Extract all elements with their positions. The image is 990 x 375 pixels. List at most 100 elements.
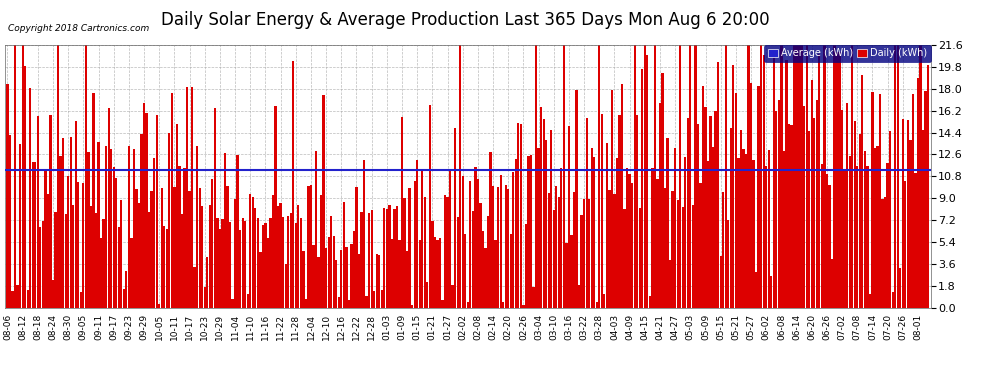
Bar — [45, 171, 47, 308]
Bar — [56, 37, 59, 308]
Bar — [315, 152, 317, 308]
Bar — [305, 298, 307, 307]
Bar — [150, 190, 152, 308]
Bar — [105, 146, 107, 308]
Bar — [765, 166, 767, 308]
Bar — [74, 120, 77, 308]
Bar — [853, 121, 856, 308]
Bar — [155, 115, 157, 308]
Bar — [757, 86, 759, 308]
Bar — [90, 206, 92, 308]
Bar — [128, 146, 130, 308]
Bar — [899, 268, 901, 308]
Bar — [373, 291, 375, 308]
Bar — [191, 87, 193, 308]
Bar — [687, 118, 689, 308]
Bar — [360, 212, 362, 308]
Bar — [100, 238, 102, 308]
Bar — [461, 176, 464, 308]
Bar — [471, 211, 474, 308]
Bar — [469, 181, 471, 308]
Bar — [545, 140, 547, 308]
Bar — [113, 168, 115, 308]
Bar — [411, 305, 413, 308]
Bar — [141, 134, 143, 308]
Bar — [907, 120, 909, 308]
Bar — [747, 37, 749, 308]
Bar — [451, 285, 453, 308]
Bar — [282, 217, 284, 308]
Bar — [186, 87, 188, 308]
Bar — [318, 257, 320, 307]
Bar — [772, 55, 775, 308]
Bar — [35, 162, 37, 308]
Bar — [62, 138, 64, 308]
Bar — [219, 229, 221, 308]
Bar — [634, 37, 636, 308]
Bar — [614, 194, 616, 308]
Bar — [598, 37, 600, 308]
Bar — [831, 259, 834, 308]
Bar — [42, 221, 44, 308]
Bar — [247, 294, 248, 307]
Bar — [856, 166, 858, 308]
Bar — [148, 212, 150, 308]
Bar — [851, 37, 853, 308]
Bar — [67, 176, 69, 308]
Bar — [573, 192, 575, 308]
Bar — [795, 37, 798, 308]
Bar — [869, 294, 871, 308]
Bar — [274, 106, 276, 308]
Bar — [118, 227, 120, 308]
Bar — [378, 255, 380, 308]
Bar — [510, 234, 512, 308]
Bar — [666, 138, 668, 308]
Bar — [704, 107, 707, 308]
Bar — [489, 152, 492, 308]
Bar — [778, 100, 780, 308]
Bar — [793, 37, 795, 308]
Legend: Average (kWh), Daily (kWh): Average (kWh), Daily (kWh) — [764, 45, 931, 62]
Bar — [368, 213, 370, 308]
Bar — [841, 110, 843, 308]
Bar — [879, 94, 881, 308]
Bar — [160, 188, 163, 308]
Bar — [196, 146, 198, 308]
Bar — [484, 248, 487, 308]
Bar — [459, 37, 461, 308]
Bar — [173, 187, 175, 308]
Bar — [59, 156, 61, 308]
Bar — [552, 210, 555, 308]
Bar — [780, 37, 782, 308]
Bar — [375, 254, 378, 308]
Bar — [102, 219, 105, 308]
Bar — [648, 296, 651, 307]
Bar — [826, 174, 828, 308]
Bar — [783, 151, 785, 308]
Bar — [560, 168, 562, 308]
Bar — [813, 118, 816, 308]
Bar — [165, 229, 168, 308]
Bar — [448, 170, 451, 308]
Bar — [676, 200, 679, 308]
Bar — [894, 37, 896, 308]
Bar — [229, 222, 232, 308]
Bar — [626, 168, 629, 308]
Bar — [92, 93, 95, 308]
Bar — [562, 37, 565, 308]
Bar — [824, 37, 826, 308]
Bar — [588, 199, 590, 308]
Bar — [651, 168, 653, 308]
Bar — [125, 271, 128, 308]
Bar — [350, 244, 352, 308]
Bar — [120, 200, 123, 308]
Bar — [689, 37, 691, 308]
Bar — [51, 280, 54, 308]
Bar — [497, 187, 499, 308]
Bar — [77, 182, 79, 308]
Bar — [287, 216, 289, 308]
Bar — [272, 195, 274, 308]
Bar — [245, 220, 247, 308]
Bar — [456, 216, 458, 308]
Bar — [133, 149, 135, 308]
